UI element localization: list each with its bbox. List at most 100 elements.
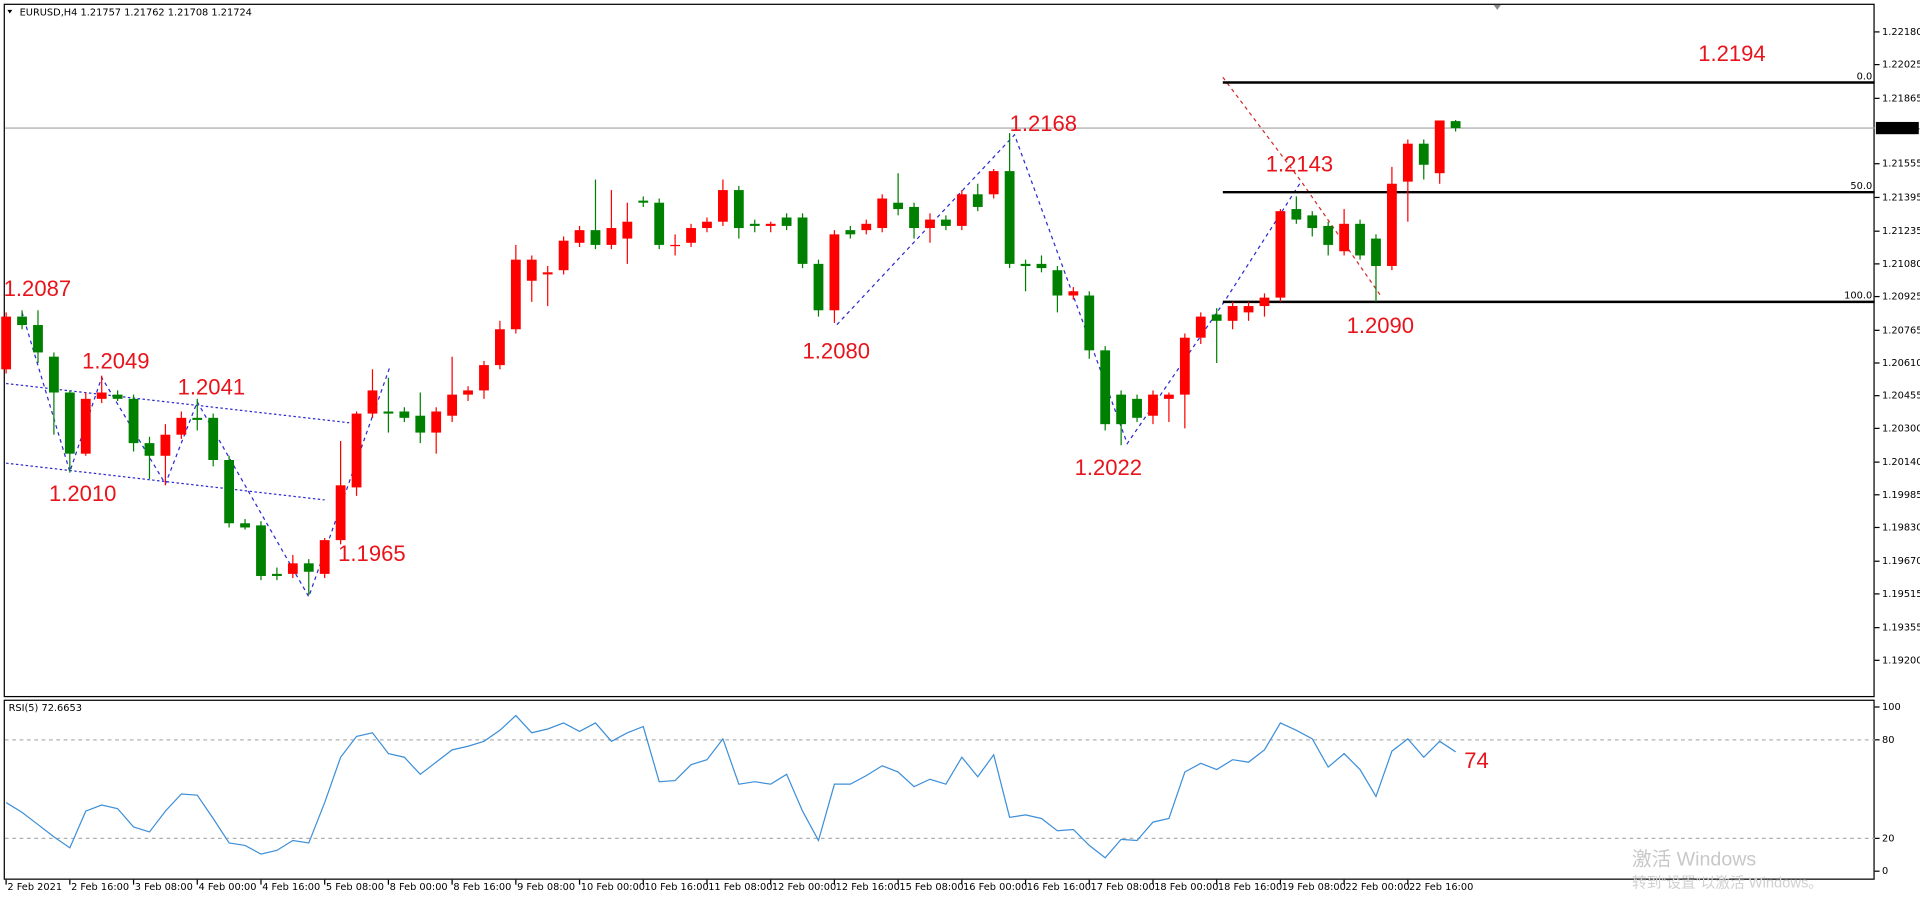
candle-body <box>208 417 219 460</box>
candle-body <box>176 417 187 435</box>
rsi-title: RSI(5) 72.6653 <box>9 703 82 714</box>
candle-body <box>192 417 203 420</box>
candle-body <box>335 485 346 541</box>
candle-body <box>1259 297 1270 307</box>
candle-body <box>96 392 107 399</box>
candle-body <box>303 563 314 572</box>
candle-body <box>1116 394 1127 425</box>
fib-level-label: 50.0 <box>1850 181 1872 192</box>
candle-body <box>447 394 458 416</box>
candle-body <box>1339 223 1350 252</box>
chart-title: EURUSD,H4 1.21757 1.21762 1.21708 1.2172… <box>20 7 252 18</box>
x-tick-label: 12 Feb 00:00 <box>772 882 836 893</box>
candle-body <box>1068 291 1079 296</box>
y-tick-label: 1.21395 <box>1882 192 1920 203</box>
swing-annotation: 1.2090 <box>1347 313 1414 338</box>
candle-body <box>463 390 473 395</box>
candle-body <box>1243 306 1254 313</box>
rsi-y-tick-label: 20 <box>1882 833 1894 844</box>
y-tick-label: 1.19355 <box>1882 623 1920 634</box>
x-tick-label: 10 Feb 16:00 <box>644 882 708 893</box>
candle-body <box>367 390 378 414</box>
candle-body <box>1323 225 1334 245</box>
candle-body <box>1020 263 1031 266</box>
x-tick-label: 4 Feb 00:00 <box>198 882 256 893</box>
x-tick-label: 12 Feb 16:00 <box>836 882 900 893</box>
candle-body <box>893 202 904 210</box>
x-tick-label: 16 Feb 16:00 <box>1027 882 1091 893</box>
candle-body <box>718 190 728 222</box>
watermark: 转到“设置”以激活 Windows。 <box>1632 874 1823 891</box>
candle-body <box>861 223 872 231</box>
y-tick-label: 1.19830 <box>1882 522 1920 533</box>
candle-body <box>845 230 856 235</box>
candle-body <box>144 443 155 456</box>
swing-annotation: 1.1965 <box>338 541 405 566</box>
menu-arrow[interactable] <box>7 9 13 14</box>
x-tick-label: 16 Feb 00:00 <box>963 882 1027 893</box>
candle-body <box>351 413 362 488</box>
candle-body <box>1132 398 1142 418</box>
candle-body <box>1052 270 1063 296</box>
x-tick-label: 9 Feb 08:00 <box>517 882 575 893</box>
y-tick-label: 1.21865 <box>1882 93 1920 104</box>
candle-body <box>558 240 569 271</box>
candle-body <box>654 202 665 245</box>
swing-annotation: 1.2022 <box>1075 455 1142 480</box>
candle-body <box>1371 238 1381 266</box>
candle-body <box>33 325 43 353</box>
fib-level-label: 0.0 <box>1857 71 1873 82</box>
candle-body <box>272 573 282 576</box>
candle-body <box>765 223 776 226</box>
swing-annotation: 1.2087 <box>4 276 71 301</box>
x-tick-label: 8 Feb 00:00 <box>390 882 448 893</box>
x-tick-label: 5 Feb 08:00 <box>326 882 384 893</box>
zigzag-line <box>836 133 1302 445</box>
x-tick-label: 22 Feb 16:00 <box>1409 882 1473 893</box>
candle-body <box>1291 209 1302 220</box>
candle-body <box>128 398 139 444</box>
candle-body <box>1387 183 1397 266</box>
candle-body <box>112 394 123 399</box>
candle-body <box>256 525 266 576</box>
candle-body <box>542 272 553 275</box>
candle-body <box>526 259 537 281</box>
candle-body <box>1164 394 1174 399</box>
candle-body <box>240 523 250 528</box>
candle-body <box>495 329 505 366</box>
swing-annotation: 1.2010 <box>49 481 116 506</box>
x-tick-label: 22 Feb 00:00 <box>1345 882 1409 893</box>
candle-body <box>797 217 808 264</box>
x-tick-label: 17 Feb 08:00 <box>1090 882 1154 893</box>
candle-body <box>1004 171 1015 264</box>
candle-body <box>988 171 999 195</box>
x-tick-label: 18 Feb 16:00 <box>1218 882 1282 893</box>
fib-level-label: 100.0 <box>1844 291 1872 302</box>
candle-body <box>1227 306 1238 321</box>
rsi-y-tick-label: 0 <box>1882 866 1888 877</box>
candle-body <box>686 228 696 243</box>
candle-body <box>160 434 171 456</box>
x-tick-label: 2 Feb 2021 <box>7 882 62 893</box>
candle-body <box>590 230 601 245</box>
y-tick-label: 1.20455 <box>1882 391 1920 402</box>
candle-body <box>64 392 75 454</box>
candle-body <box>1084 295 1095 351</box>
rsi-line <box>5 714 1456 859</box>
candle-body <box>702 221 712 229</box>
x-tick-label: 15 Feb 08:00 <box>899 882 963 893</box>
candle-body <box>925 219 935 229</box>
candle-body <box>622 221 633 239</box>
candle-body <box>1 316 12 370</box>
channel-line <box>6 382 350 424</box>
candle-body <box>813 263 824 311</box>
current-price-box <box>1875 121 1919 135</box>
candle-body <box>781 217 792 226</box>
candle-body <box>829 234 840 311</box>
candle-body <box>956 194 967 226</box>
y-tick-label: 1.22025 <box>1882 60 1920 71</box>
swing-annotation: 1.2143 <box>1266 151 1333 176</box>
candle-body <box>941 219 951 226</box>
